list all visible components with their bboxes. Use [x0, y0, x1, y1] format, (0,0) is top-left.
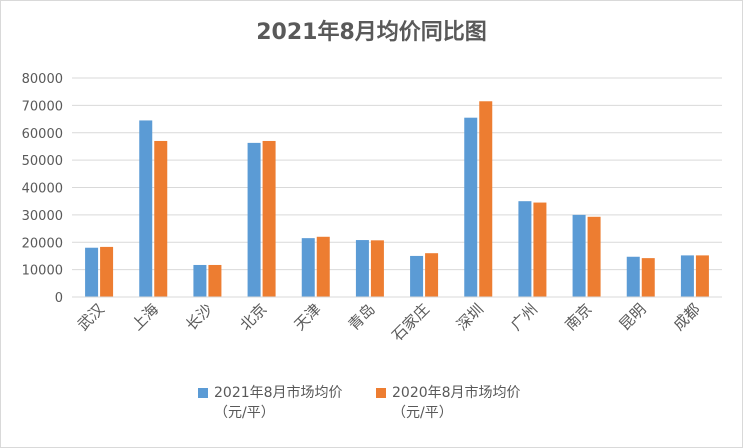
bar	[139, 120, 153, 298]
bar	[626, 256, 640, 297]
bar	[641, 258, 655, 297]
bar	[316, 236, 330, 297]
bar	[85, 247, 99, 297]
bar	[193, 264, 207, 297]
y-tick-label: 50000	[22, 154, 63, 169]
x-tick-label: 北京	[236, 300, 270, 334]
y-tick-label: 70000	[22, 99, 63, 114]
bar	[572, 214, 586, 297]
y-tick-label: 0	[55, 291, 63, 306]
legend-label-2020: 2020年8月市场均价 （元/平）	[392, 385, 521, 421]
x-tick-label: 石家庄	[388, 300, 433, 345]
y-tick-label: 60000	[22, 127, 63, 142]
y-axis: 0 10000 20000 30000 40000 50000 60000 70000 8000…	[22, 72, 63, 306]
x-tick-label: 长沙	[182, 300, 216, 334]
bar	[680, 255, 694, 297]
bar	[301, 238, 315, 297]
bars	[85, 101, 709, 298]
bar	[370, 240, 384, 297]
bar	[695, 255, 709, 297]
y-tick-label: 20000	[22, 236, 63, 251]
bar	[587, 216, 601, 297]
x-tick-label: 青岛	[345, 300, 379, 334]
legend: 2021年8月市场均价 （元/平） 2020年8月市场均价 （元/平）	[198, 383, 618, 433]
bar	[518, 201, 532, 297]
legend-swatch-2021	[198, 388, 208, 398]
x-tick-label: 昆明	[616, 300, 650, 334]
bar	[464, 117, 478, 297]
bar	[410, 255, 424, 297]
bar	[355, 240, 369, 297]
y-tick-label: 40000	[22, 182, 63, 197]
bar	[100, 246, 114, 297]
y-tick-label: 10000	[22, 264, 63, 279]
x-tick-label: 广州	[507, 300, 541, 334]
bar	[154, 140, 168, 297]
y-tick-label: 80000	[22, 72, 63, 87]
x-tick-label: 成都	[670, 300, 704, 334]
y-tick-label: 30000	[22, 209, 63, 224]
x-tick-label: 天津	[291, 300, 325, 334]
gridlines	[72, 77, 722, 298]
bar	[425, 253, 439, 297]
x-tick-label: 深圳	[453, 300, 487, 334]
bar	[262, 140, 276, 297]
legend-swatch-2020	[376, 388, 386, 398]
x-tick-label: 上海	[128, 300, 162, 334]
bar	[479, 101, 493, 297]
x-axis: 武汉 上海 长沙 北京 天津 青岛 石家庄 深圳 广州 南京 昆明 成都	[72, 296, 722, 345]
bar	[208, 264, 222, 297]
bar	[533, 202, 547, 297]
x-tick-label: 武汉	[74, 300, 108, 334]
chart-title: 2021年8月均价同比图	[256, 20, 487, 45]
legend-label-2021: 2021年8月市场均价 （元/平）	[214, 385, 343, 421]
bar	[247, 142, 261, 297]
x-tick-label: 南京	[561, 300, 595, 334]
